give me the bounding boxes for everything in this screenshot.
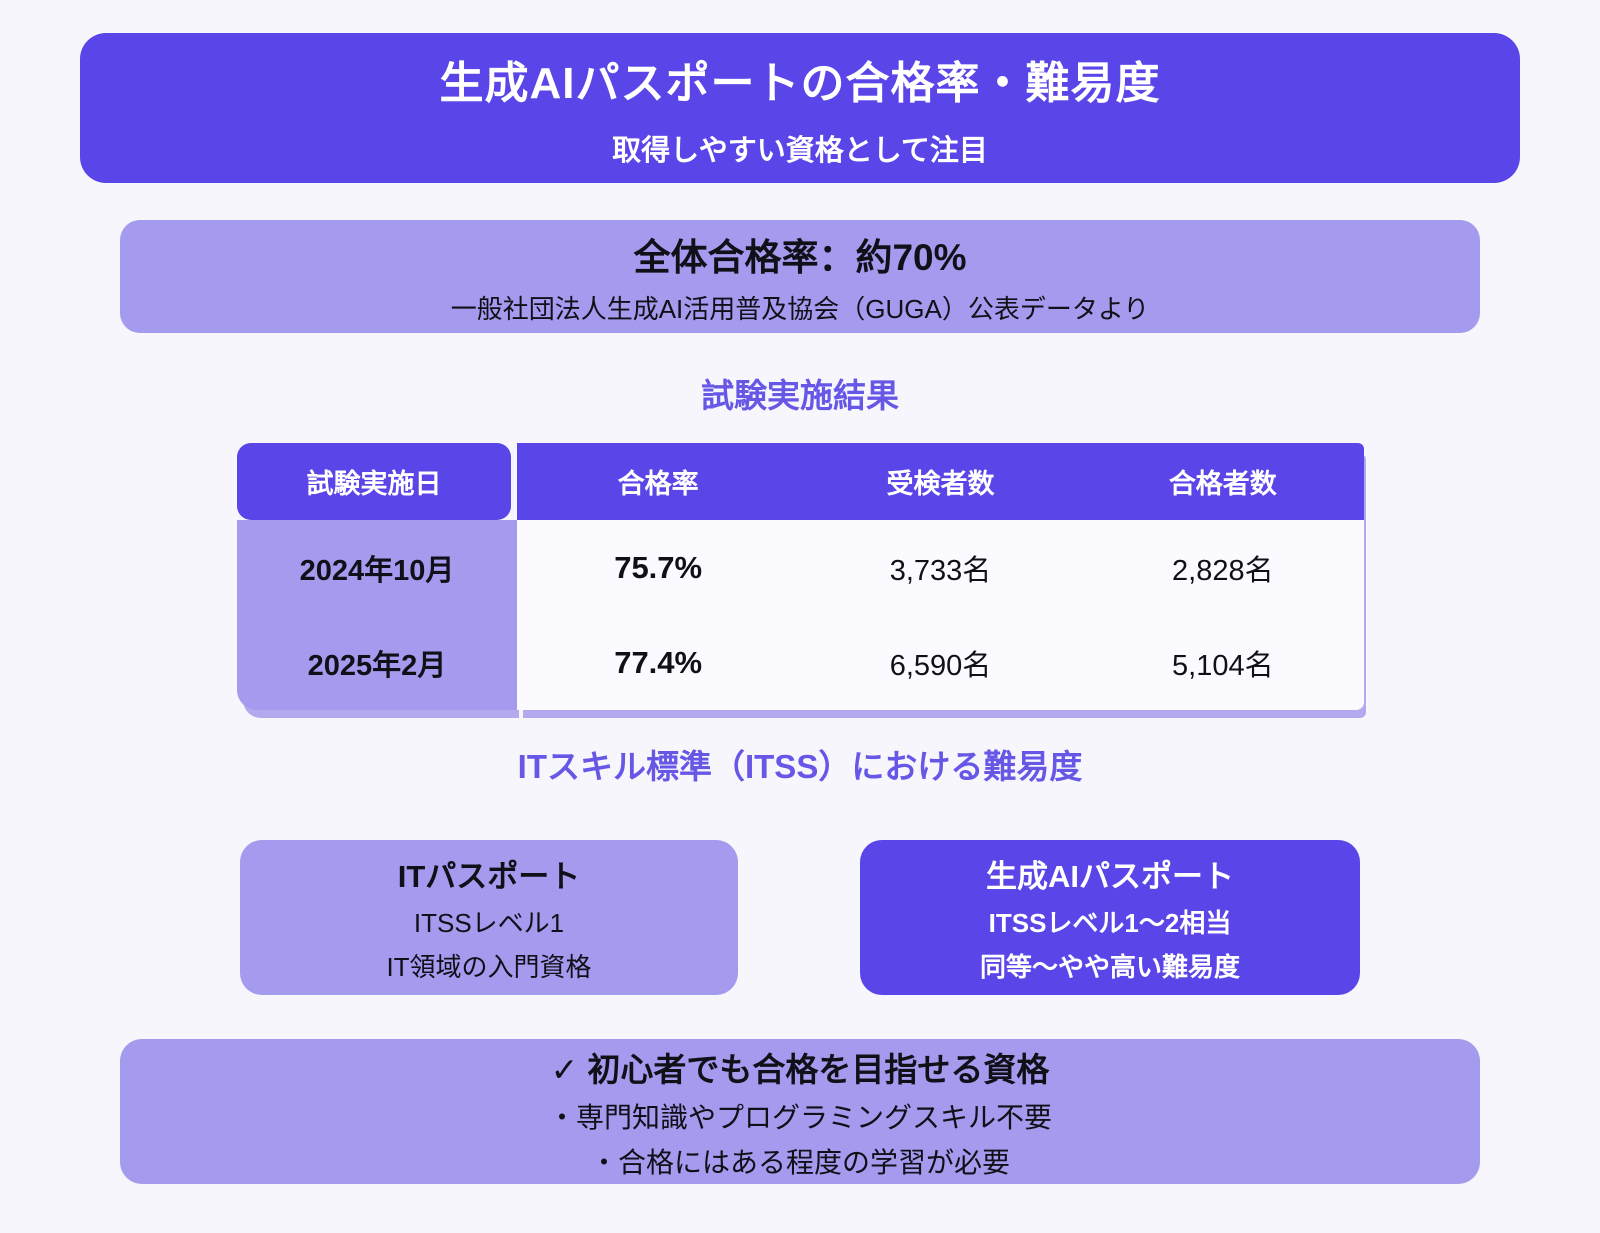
results-table-header-row: 合格率 受検者数 合格者数	[517, 443, 1364, 520]
it-passport-description: IT領域の入門資格	[386, 952, 592, 982]
genai-passport-card: 生成AIパスポート ITSSレベル1〜2相当 同等〜やや高い難易度	[860, 840, 1360, 995]
table-row: 77.4% 6,590名 5,104名	[517, 615, 1364, 710]
page-title: 生成AIパスポートの合格率・難易度	[439, 59, 1161, 108]
genai-passport-description: 同等〜やや高い難易度	[979, 952, 1240, 982]
table-row: 75.7% 3,733名 2,828名	[517, 520, 1364, 615]
column-header-examinees: 受検者数	[886, 469, 995, 499]
difficulty-section-title: ITスキル標準（ITSS）における難易度	[517, 748, 1083, 785]
cell-date-row2: 2025年2月	[307, 649, 447, 682]
summary-point-2: ・合格にはある程度の学習が必要	[589, 1146, 1010, 1178]
it-passport-title: ITパスポート	[397, 859, 581, 894]
cell-pass-rate-row2: 77.4%	[614, 644, 703, 680]
column-header-passers: 合格者数	[1168, 469, 1277, 499]
cell-date-row1: 2024年10月	[299, 554, 455, 587]
genai-passport-title: 生成AIパスポート	[986, 859, 1234, 894]
cell-passers-row1: 2,828名	[1172, 554, 1274, 587]
cell-examinees-row2: 6,590名	[889, 649, 992, 682]
cell-pass-rate-row1: 75.7%	[614, 549, 703, 585]
results-table-body: 75.7% 3,733名 2,828名 77.4% 6,590名 5,104名	[517, 520, 1364, 710]
column-header-date: 試験実施日	[237, 443, 511, 520]
results-table-date-column: 試験実施日 2024年10月 2025年2月	[237, 443, 517, 710]
results-table: 試験実施日 2024年10月 2025年2月 合格率 受検者数 合格者数 75.…	[237, 443, 1364, 710]
summary-title: ✓ 初心者でも合格を目指せる資格	[550, 1050, 1050, 1088]
cell-passers-row2: 5,104名	[1172, 649, 1274, 682]
page-subtitle: 取得しやすい資格として注目	[612, 135, 988, 167]
page-banner: 生成AIパスポートの合格率・難易度 取得しやすい資格として注目	[80, 33, 1520, 183]
column-header-pass-rate: 合格率	[617, 469, 699, 499]
genai-passport-level: ITSSレベル1〜2相当	[988, 908, 1232, 938]
it-passport-card: ITパスポート ITSSレベル1 IT領域の入門資格	[240, 840, 738, 995]
results-table-main: 合格率 受検者数 合格者数 75.7% 3,733名 2,828名 77.4% …	[517, 443, 1364, 710]
overall-pass-rate-card: 全体合格率：約70% 一般社団法人生成AI活用普及協会（GUGA）公表データより	[120, 220, 1480, 333]
it-passport-level: ITSSレベル1	[413, 908, 565, 938]
summary-point-1: ・専門知識やプログラミングスキル不要	[547, 1101, 1052, 1133]
difficulty-cards-row: ITパスポート ITSSレベル1 IT領域の入門資格 生成AIパスポート ITS…	[240, 840, 1360, 995]
results-section-title: 試験実施結果	[701, 377, 899, 414]
summary-card: ✓ 初心者でも合格を目指せる資格 ・専門知識やプログラミングスキル不要 ・合格に…	[120, 1039, 1480, 1184]
cell-examinees-row1: 3,733名	[889, 554, 992, 587]
overall-pass-rate-source: 一般社団法人生成AI活用普及協会（GUGA）公表データより	[450, 294, 1150, 324]
overall-pass-rate-title: 全体合格率：約70%	[633, 237, 967, 278]
date-column-body: 2024年10月 2025年2月	[237, 520, 517, 710]
